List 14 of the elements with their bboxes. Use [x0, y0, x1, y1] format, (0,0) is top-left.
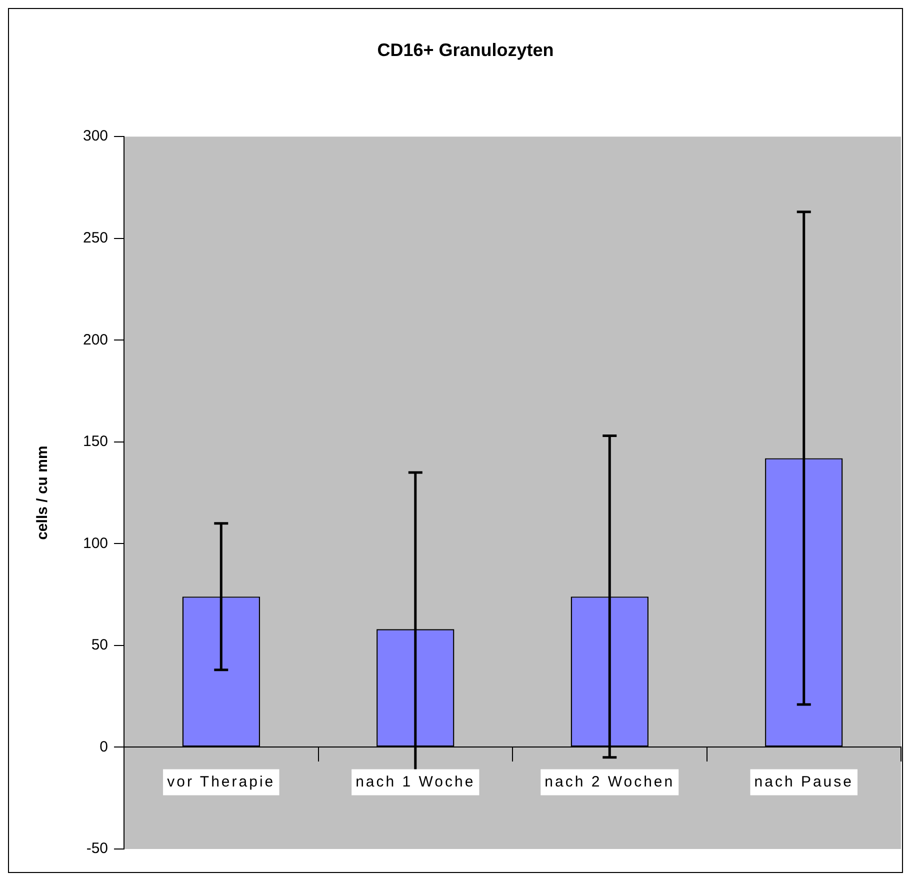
y-tick-label: 300: [82, 128, 108, 145]
x-tick-label: nach 1 Woche: [356, 773, 476, 790]
y-axis-title: cells / cu mm: [34, 446, 52, 540]
y-tick-label: 0: [100, 738, 108, 756]
x-tick-label: nach 2 Wochen: [544, 773, 675, 790]
y-tick-label: 150: [82, 433, 108, 450]
y-tick-label: 100: [82, 534, 108, 552]
y-tick-label: 200: [82, 331, 108, 348]
y-tick-label: 250: [82, 230, 108, 247]
y-tick-label: -50: [86, 840, 108, 858]
x-tick-label: nach Pause: [754, 773, 854, 790]
x-tick-label: vor Therapie: [167, 773, 276, 790]
chart-title: CD16+ Granulozyten: [377, 40, 554, 60]
y-tick-label: 50: [91, 636, 108, 654]
